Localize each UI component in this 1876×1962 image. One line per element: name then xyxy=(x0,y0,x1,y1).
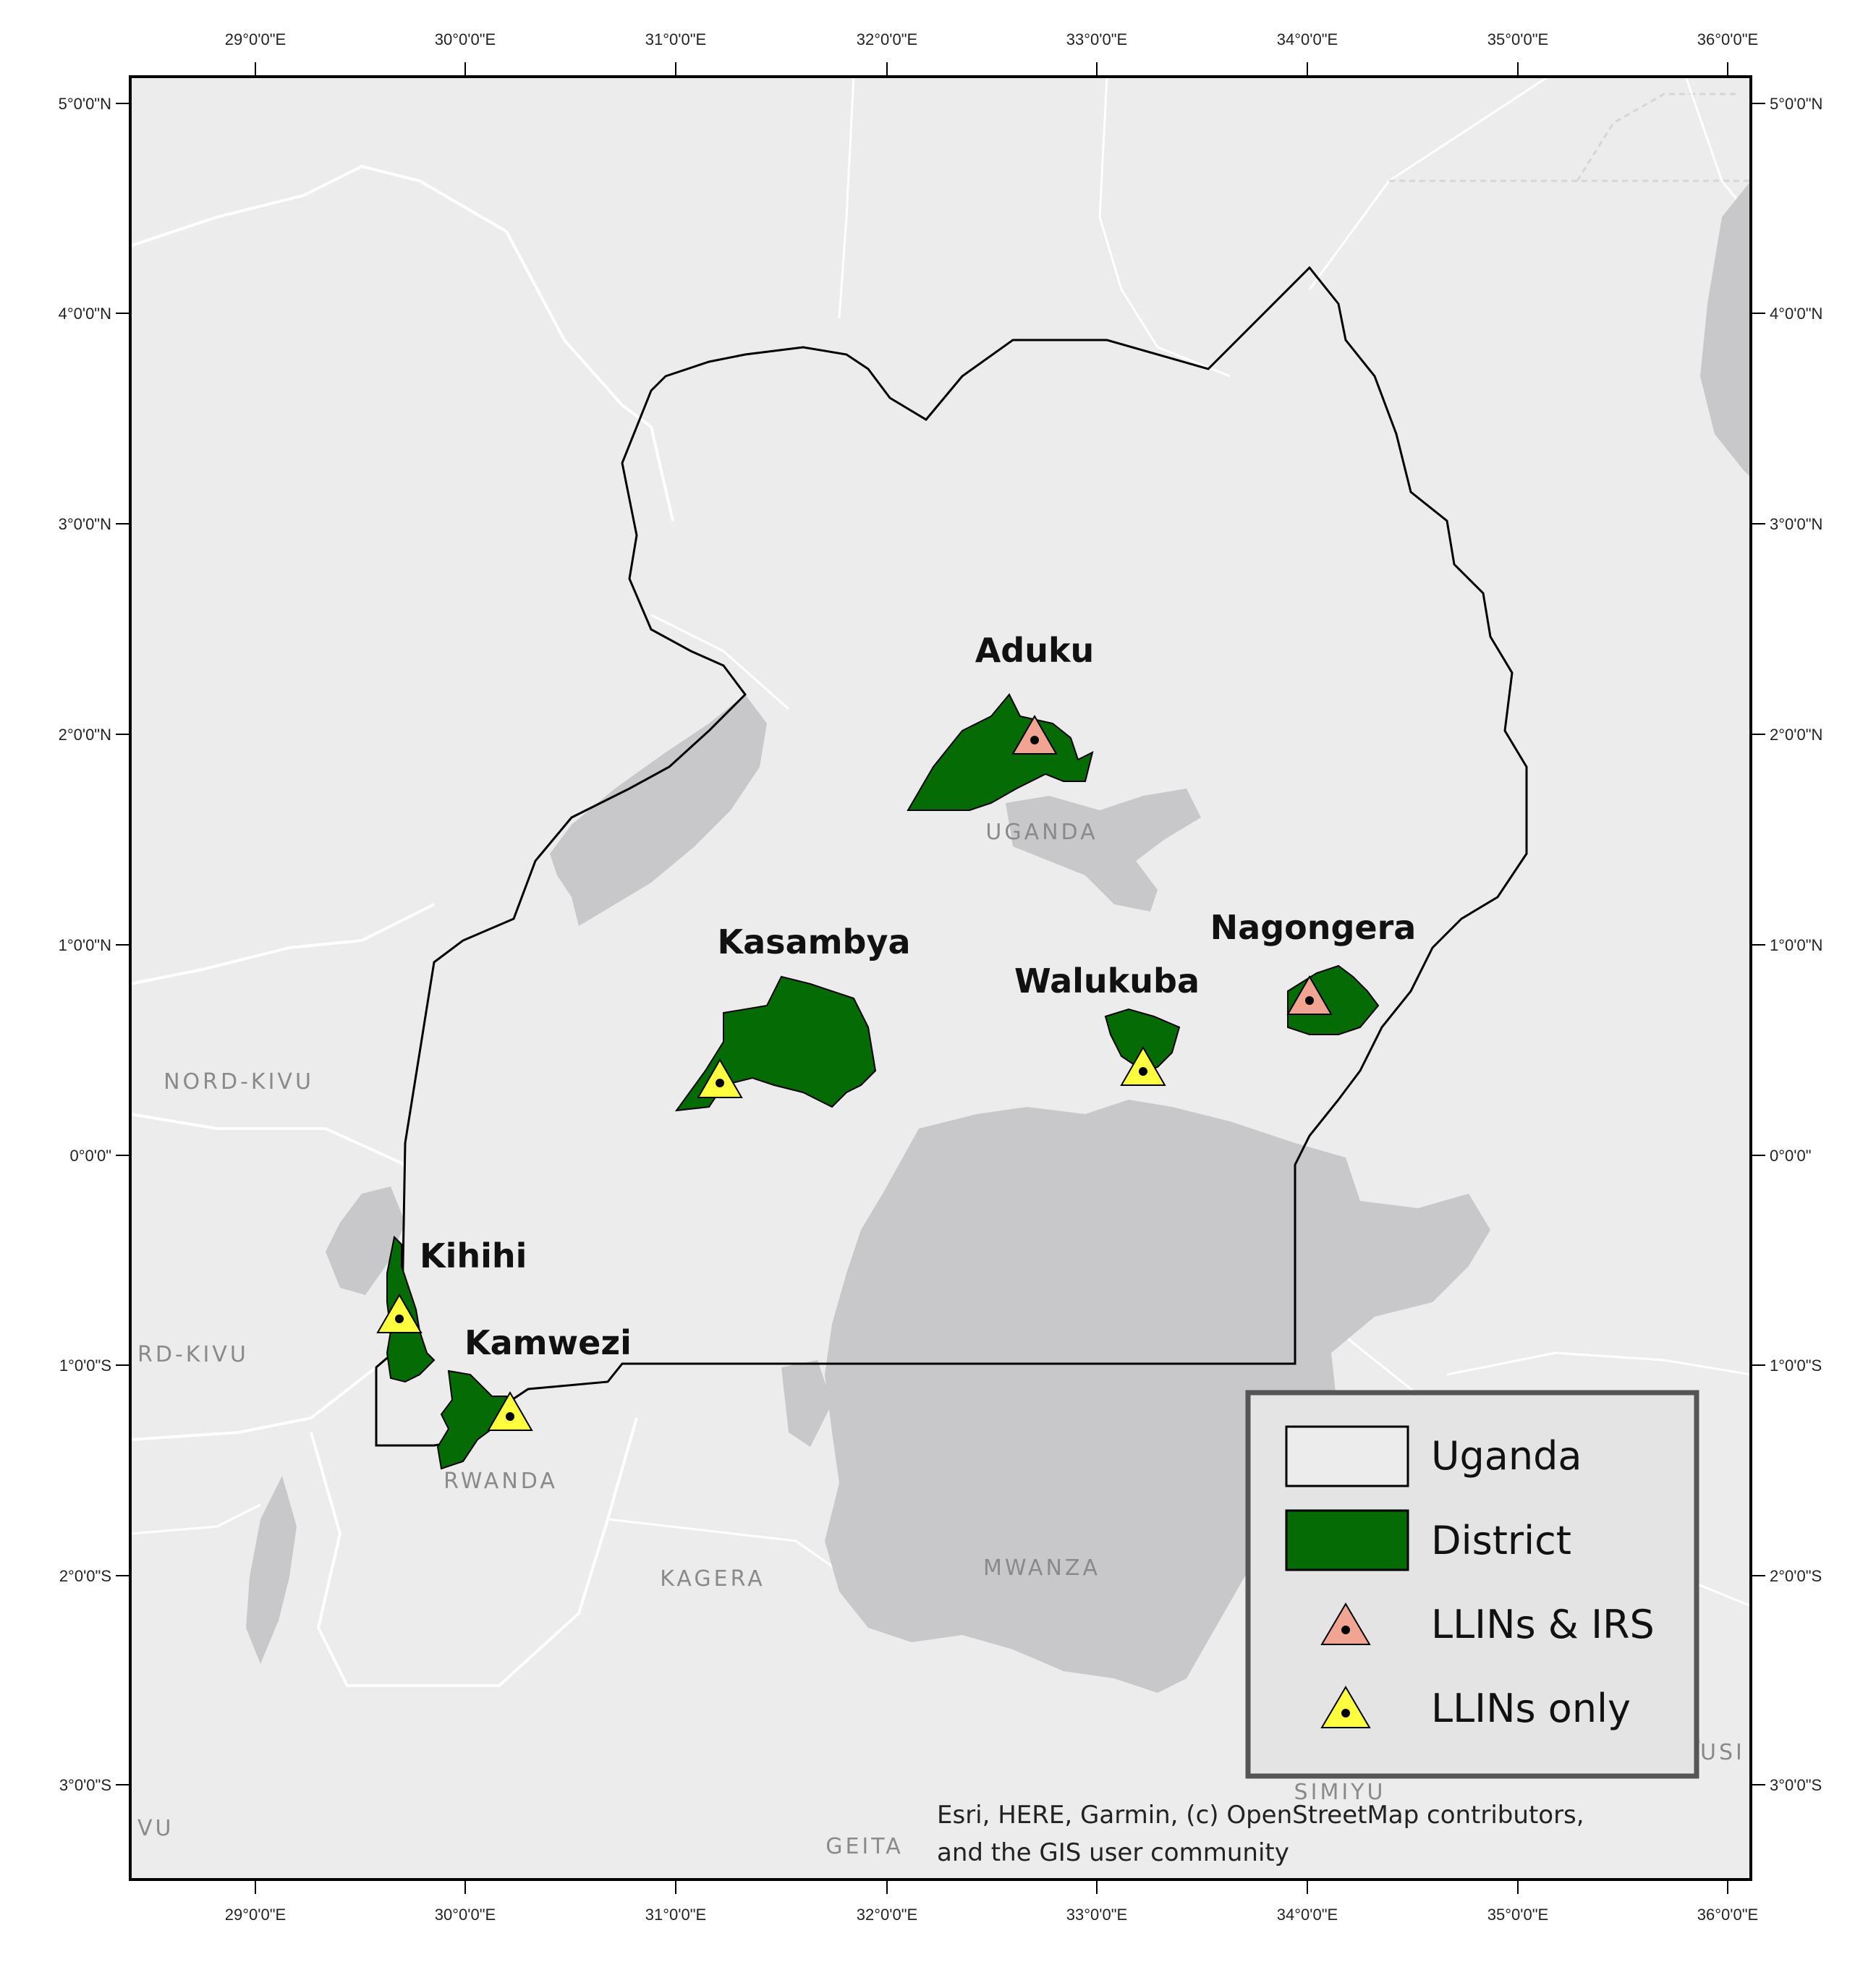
tick-lon-bottom-31: 31°0'0"E xyxy=(645,1906,706,1924)
district-kamwezi xyxy=(436,1369,512,1470)
legend-label-uganda: Uganda xyxy=(1431,1433,1582,1479)
attribution-line-2: and the GIS user community xyxy=(937,1838,1289,1867)
tick-lon-bottom-36: 36°0'0"E xyxy=(1697,1906,1758,1924)
uganda-boundary xyxy=(375,266,1528,1447)
admin-boundary-line xyxy=(1098,76,1231,378)
district-aduku xyxy=(907,693,1094,811)
legend-swatch-uganda xyxy=(1285,1425,1409,1487)
site-labels: Aduku Kasambya Walukuba Nagongera Kihihi… xyxy=(420,631,1416,1362)
site-label-kihihi: Kihihi xyxy=(420,1236,527,1275)
marker-aduku xyxy=(1011,714,1058,755)
tick-lat-right-3s: 3°0'0"S xyxy=(1770,1776,1822,1794)
lake-albert-water xyxy=(550,695,767,926)
district-walukuba xyxy=(1104,1008,1181,1072)
basemap-label-uganda: UGANDA xyxy=(985,820,1098,845)
site-label-aduku: Aduku xyxy=(975,631,1095,670)
bottom-longitude-ticks: 29°0'0"E 30°0'0"E 31°0'0"E 32°0'0"E 33°0… xyxy=(225,1880,1758,1924)
tick-lat-left-5n: 5°0'0"N xyxy=(59,95,111,113)
tick-lat-right-2n: 2°0'0"N xyxy=(1770,726,1822,744)
admin-boundary-line xyxy=(130,903,435,985)
tick-lon-bottom-33: 33°0'0"E xyxy=(1066,1906,1127,1924)
tick-lon-bottom-32: 32°0'0"E xyxy=(857,1906,917,1924)
site-label-kasambya: Kasambya xyxy=(718,922,911,961)
tick-lat-right-2s: 2°0'0"S xyxy=(1770,1567,1822,1585)
dashed-boundary-line xyxy=(1576,93,1736,182)
tick-lon-bottom-35: 35°0'0"E xyxy=(1487,1906,1548,1924)
tick-lon-top-32: 32°0'0"E xyxy=(857,30,917,48)
tick-lat-right-4n: 4°0'0"N xyxy=(1770,305,1822,323)
admin-boundary-line xyxy=(838,76,855,319)
tick-lon-bottom-34: 34°0'0"E xyxy=(1277,1906,1338,1924)
tick-lat-right-3n: 3°0'0"N xyxy=(1770,515,1822,533)
site-label-kamwezi: Kamwezi xyxy=(464,1323,632,1362)
tick-lat-left-1s: 1°0'0"S xyxy=(59,1356,111,1375)
admin-boundary-line xyxy=(130,164,674,522)
basemap-label-right-edge: USI xyxy=(1700,1740,1745,1765)
tick-lat-right-1s: 1°0'0"S xyxy=(1770,1356,1822,1375)
marker-nagongera xyxy=(1286,974,1333,1015)
tick-lat-right-5n: 5°0'0"N xyxy=(1770,95,1822,113)
admin-boundary-line xyxy=(130,1113,406,1166)
map-legend: Uganda District LLINs & IRS LLINs only xyxy=(1245,1390,1699,1779)
basemap-label-sud-kivu: RD-KIVU xyxy=(137,1342,249,1367)
admin-boundary-line xyxy=(310,1417,638,1687)
tick-lat-right-0: 0°0'0" xyxy=(1770,1147,1812,1165)
tick-lat-left-3s: 3°0'0"S xyxy=(59,1776,111,1794)
tick-lon-top-31: 31°0'0"E xyxy=(645,30,706,48)
lake-water xyxy=(781,1360,832,1447)
map-frame xyxy=(129,75,1752,1881)
legend-marker-llins-only xyxy=(1320,1686,1371,1728)
site-label-nagongera: Nagongera xyxy=(1210,908,1417,947)
lake-victoria-water xyxy=(825,1100,1490,1693)
marker-kamwezi xyxy=(487,1390,533,1431)
tick-lon-top-33: 33°0'0"E xyxy=(1066,30,1127,48)
right-latitude-ticks: 5°0'0"N 4°0'0"N 3°0'0"N 2°0'0"N 1°0'0"N … xyxy=(1751,95,1822,1794)
tick-lon-top-30: 30°0'0"E xyxy=(435,30,496,48)
tick-lat-left-2s: 2°0'0"S xyxy=(59,1567,111,1585)
lake-turkana-water xyxy=(1700,181,1751,477)
tick-lat-left-1n: 1°0'0"N xyxy=(59,936,111,954)
basemap-label-mwanza: MWANZA xyxy=(983,1555,1100,1581)
basemap-labels: UGANDA NORD-KIVU RD-KIVU RWANDA KAGERA M… xyxy=(137,820,1745,1859)
basemap-label-kivu-edge: VU xyxy=(137,1816,174,1841)
tick-lon-bottom-29: 29°0'0"E xyxy=(225,1906,286,1924)
admin-boundary-line xyxy=(130,1503,261,1535)
tick-lon-top-35: 35°0'0"E xyxy=(1487,30,1548,48)
lake-kyoga-water xyxy=(1006,789,1201,912)
admin-boundary-line xyxy=(650,613,789,710)
legend-label-district: District xyxy=(1431,1518,1571,1563)
left-latitude-ticks: 5°0'0"N 4°0'0"N 3°0'0"N 2°0'0"N 1°0'0"N … xyxy=(59,95,130,1794)
basemap-label-kagera: KAGERA xyxy=(660,1566,765,1592)
basemap-label-rwanda: RWANDA xyxy=(443,1469,558,1494)
legend-label-llins-only: LLINs only xyxy=(1431,1686,1631,1731)
marker-walukuba xyxy=(1120,1045,1166,1086)
basemap-label-geita: GEITA xyxy=(825,1834,904,1859)
basemap-label-simiyu: SIMIYU xyxy=(1294,1780,1386,1805)
legend-swatch-district xyxy=(1285,1509,1409,1571)
lake-edward-water xyxy=(326,1186,405,1295)
admin-boundary-line xyxy=(130,1366,378,1441)
site-label-walukuba: Walukuba xyxy=(1014,961,1200,1001)
attribution-line-1: Esri, HERE, Garmin, (c) OpenStreetMap co… xyxy=(937,1801,1584,1830)
lake-kivu-water xyxy=(246,1476,297,1664)
tick-lat-left-3n: 3°0'0"N xyxy=(59,515,111,533)
tick-lon-bottom-30: 30°0'0"E xyxy=(435,1906,496,1924)
tick-lat-right-1n: 1°0'0"N xyxy=(1770,936,1822,954)
top-longitude-ticks: 29°0'0"E 30°0'0"E 31°0'0"E 32°0'0"E 33°0… xyxy=(225,30,1758,77)
tick-lat-left-2n: 2°0'0"N xyxy=(59,726,111,744)
legend-label-llins-irs: LLINs & IRS xyxy=(1431,1602,1655,1647)
marker-kihihi xyxy=(376,1293,423,1333)
legend-marker-llins-irs xyxy=(1320,1602,1371,1645)
basemap-label-nord-kivu: NORD-KIVU xyxy=(164,1069,314,1095)
admin-boundary-line xyxy=(1446,1351,1752,1376)
tick-lon-top-29: 29°0'0"E xyxy=(225,30,286,48)
tick-lat-left-4n: 4°0'0"N xyxy=(59,305,111,323)
tick-lat-left-0: 0°0'0" xyxy=(69,1147,111,1165)
tick-lon-top-36: 36°0'0"E xyxy=(1697,30,1758,48)
site-markers xyxy=(376,714,1333,1431)
tick-lon-top-34: 34°0'0"E xyxy=(1277,30,1338,48)
marker-kasambya xyxy=(697,1058,743,1098)
